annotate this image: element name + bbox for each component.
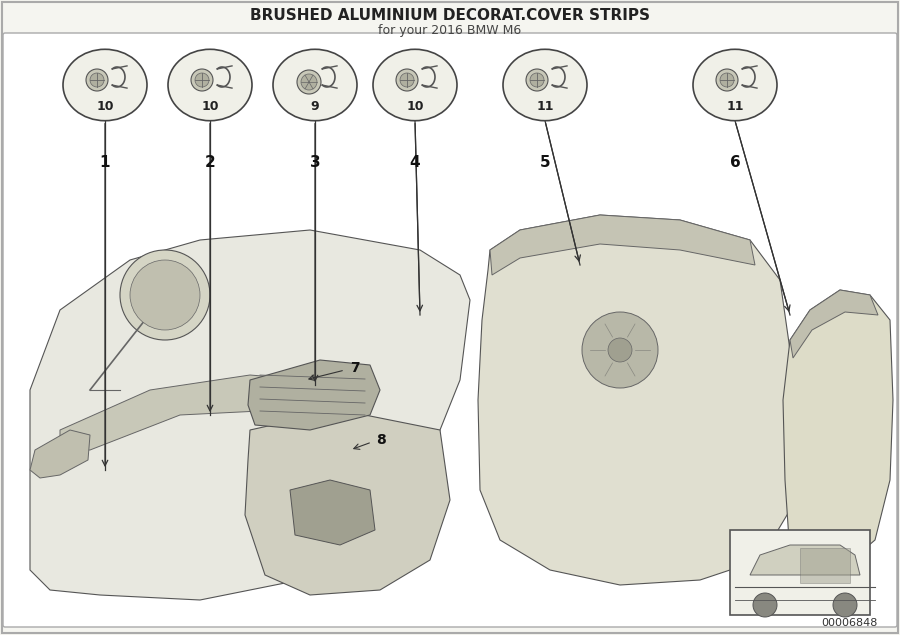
Bar <box>730 530 870 615</box>
Ellipse shape <box>503 50 587 121</box>
Polygon shape <box>30 430 90 478</box>
Circle shape <box>297 70 321 94</box>
Text: 00006848: 00006848 <box>822 618 878 628</box>
Circle shape <box>530 73 544 87</box>
Circle shape <box>833 593 857 617</box>
Circle shape <box>301 74 317 90</box>
Polygon shape <box>290 480 375 545</box>
Circle shape <box>86 69 108 91</box>
Polygon shape <box>783 290 893 575</box>
FancyBboxPatch shape <box>3 33 897 627</box>
Text: 8: 8 <box>376 433 386 447</box>
Text: 10: 10 <box>96 100 113 114</box>
Polygon shape <box>750 545 860 575</box>
Circle shape <box>716 69 738 91</box>
Text: 11: 11 <box>726 100 743 114</box>
Ellipse shape <box>63 50 147 121</box>
Bar <box>800 548 850 583</box>
Text: 4: 4 <box>410 155 420 170</box>
Text: 10: 10 <box>202 100 219 114</box>
Polygon shape <box>245 410 450 595</box>
Circle shape <box>90 73 104 87</box>
Text: 1: 1 <box>100 155 110 170</box>
Text: 9: 9 <box>310 100 320 114</box>
Ellipse shape <box>373 50 457 121</box>
Circle shape <box>753 593 777 617</box>
Circle shape <box>526 69 548 91</box>
Polygon shape <box>30 230 470 600</box>
Circle shape <box>582 312 658 388</box>
Circle shape <box>608 338 632 362</box>
Text: 3: 3 <box>310 155 320 170</box>
Ellipse shape <box>168 50 252 121</box>
Text: 6: 6 <box>730 155 741 170</box>
Text: BRUSHED ALUMINIUM DECORAT.COVER STRIPS: BRUSHED ALUMINIUM DECORAT.COVER STRIPS <box>250 8 650 23</box>
Polygon shape <box>790 290 878 358</box>
Polygon shape <box>60 375 340 450</box>
Circle shape <box>191 69 213 91</box>
Text: 10: 10 <box>406 100 424 114</box>
Circle shape <box>195 73 209 87</box>
Text: 5: 5 <box>540 155 550 170</box>
Circle shape <box>396 69 418 91</box>
Ellipse shape <box>693 50 777 121</box>
Text: 11: 11 <box>536 100 554 114</box>
Circle shape <box>120 250 210 340</box>
Text: 2: 2 <box>204 155 215 170</box>
Text: for your 2016 BMW M6: for your 2016 BMW M6 <box>378 24 522 37</box>
Circle shape <box>720 73 734 87</box>
Text: 7: 7 <box>350 361 360 375</box>
Circle shape <box>400 73 414 87</box>
Polygon shape <box>490 215 755 275</box>
Polygon shape <box>248 360 380 430</box>
Polygon shape <box>478 215 795 585</box>
Ellipse shape <box>273 50 357 121</box>
Circle shape <box>130 260 200 330</box>
